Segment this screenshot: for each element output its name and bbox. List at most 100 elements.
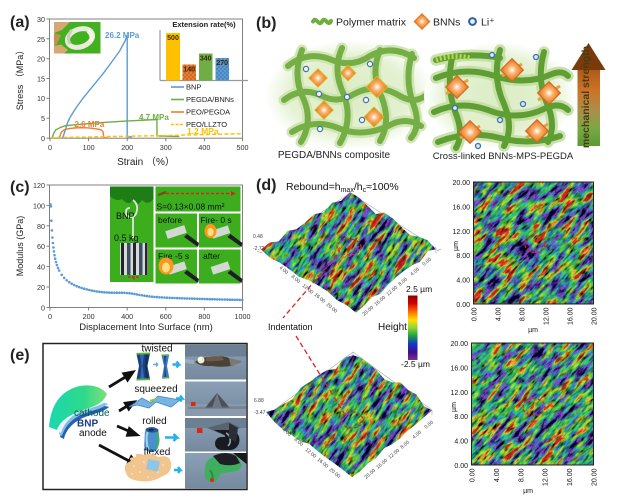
svg-text:µm: µm [451, 402, 458, 412]
svg-text:25: 25 [37, 35, 45, 44]
svg-text:0.48: 0.48 [253, 234, 263, 240]
svg-text:BNP: BNP [186, 83, 201, 92]
svg-text:0: 0 [41, 134, 45, 143]
svg-text:Modulus (GPa): Modulus (GPa) [15, 216, 25, 277]
svg-text:(c): (c) [10, 179, 30, 196]
svg-text:2.6 MPa: 2.6 MPa [75, 120, 105, 129]
svg-text:1000: 1000 [235, 312, 251, 321]
svg-text:µm: µm [523, 488, 533, 495]
svg-text:Fire -5 s: Fire -5 s [158, 251, 189, 261]
svg-text:PEGDA/BNNs composite: PEGDA/BNNs composite [278, 150, 391, 161]
svg-text:PEGDA/BNNs: PEGDA/BNNs [186, 95, 234, 104]
svg-text:8.00: 8.00 [520, 307, 527, 321]
svg-text:Polymer matrix: Polymer matrix [336, 17, 407, 29]
svg-text:12.00: 12.00 [301, 283, 315, 296]
svg-text:-2.5 µm: -2.5 µm [401, 359, 430, 369]
svg-text:0: 0 [48, 143, 52, 152]
svg-text:1.2 MPa: 1.2 MPa [187, 126, 219, 136]
svg-text:60: 60 [37, 242, 45, 251]
svg-text:16.00: 16.00 [313, 292, 327, 305]
svg-text:Indentation: Indentation [268, 322, 313, 332]
svg-text:16.00: 16.00 [373, 295, 387, 308]
svg-text:-2.72: -2.72 [253, 246, 265, 252]
svg-text:8.00: 8.00 [397, 277, 408, 288]
svg-text:270: 270 [216, 60, 228, 67]
svg-text:8.00: 8.00 [454, 414, 468, 421]
svg-text:40: 40 [37, 263, 45, 272]
svg-text:0.00: 0.00 [472, 307, 479, 321]
svg-text:0: 0 [41, 303, 45, 312]
svg-text:Strain （%）: Strain （%） [117, 156, 175, 168]
svg-text:flexed: flexed [144, 447, 171, 458]
svg-text:16.00: 16.00 [450, 365, 468, 372]
svg-text:200: 200 [83, 312, 95, 321]
svg-text:0.00: 0.00 [423, 420, 434, 431]
svg-text:20.00: 20.00 [361, 305, 375, 318]
svg-text:12.00: 12.00 [452, 229, 470, 236]
svg-text:16.00: 16.00 [316, 457, 330, 470]
svg-text:20.00: 20.00 [592, 468, 599, 486]
svg-text:15: 15 [37, 74, 45, 83]
svg-text:PEO/PEGDA: PEO/PEGDA [186, 108, 230, 117]
svg-text:10: 10 [37, 94, 45, 103]
svg-text:Stress （MPa）: Stress （MPa） [15, 46, 25, 111]
svg-text:26.2 MPa: 26.2 MPa [105, 31, 140, 40]
svg-text:rolled: rolled [142, 416, 166, 427]
svg-text:S=0.13×0.08 mm²: S=0.13×0.08 mm² [157, 202, 225, 212]
svg-text:µm: µm [528, 327, 538, 334]
svg-text:4.00: 4.00 [411, 430, 422, 441]
svg-text:100: 100 [33, 201, 45, 210]
svg-text:16.00: 16.00 [568, 307, 575, 325]
svg-text:20.00: 20.00 [363, 468, 377, 481]
svg-text:300: 300 [160, 143, 172, 152]
svg-text:200: 200 [121, 143, 133, 152]
svg-text:30: 30 [37, 15, 45, 24]
svg-text:µm: µm [453, 241, 460, 251]
svg-text:Cross-linked BNNs-MPS-PEGDA: Cross-linked BNNs-MPS-PEGDA [433, 151, 574, 162]
svg-text:800: 800 [198, 312, 210, 321]
svg-text:0.00: 0.00 [470, 468, 477, 482]
svg-text:16.00: 16.00 [452, 204, 470, 211]
svg-text:Displacement Into Surface (nm): Displacement Into Surface (nm) [79, 322, 213, 333]
svg-text:12.00: 12.00 [544, 307, 551, 325]
svg-text:4.00: 4.00 [496, 307, 503, 321]
svg-text:(d): (d) [256, 177, 276, 194]
svg-text:500: 500 [237, 143, 249, 152]
svg-text:0.00: 0.00 [421, 257, 432, 268]
svg-text:0: 0 [48, 312, 52, 321]
svg-text:100: 100 [83, 143, 95, 152]
svg-text:BNP: BNP [77, 419, 98, 430]
svg-text:4.00: 4.00 [409, 267, 420, 278]
svg-text:0.5 kg: 0.5 kg [114, 233, 139, 243]
svg-text:twisted: twisted [141, 344, 172, 355]
svg-text:8.00: 8.00 [399, 440, 410, 451]
svg-text:20.00: 20.00 [328, 467, 342, 480]
svg-text:500: 500 [167, 35, 179, 42]
svg-text:Rebound=hmax/hc≈100%: Rebound=hmax/hc≈100% [286, 181, 399, 194]
svg-text:20: 20 [37, 55, 45, 64]
svg-text:(e): (e) [10, 347, 30, 364]
svg-text:after: after [203, 251, 220, 261]
svg-text:4.00: 4.00 [281, 427, 292, 438]
svg-text:400: 400 [121, 312, 133, 321]
svg-text:80: 80 [37, 222, 45, 231]
svg-text:Li⁺: Li⁺ [481, 17, 495, 29]
svg-text:8.00: 8.00 [293, 437, 304, 448]
svg-text:4.00: 4.00 [494, 468, 501, 482]
svg-text:16.00: 16.00 [567, 468, 574, 486]
svg-text:8.00: 8.00 [456, 253, 470, 260]
svg-text:(a): (a) [10, 14, 30, 31]
svg-text:PEO/LLZTO: PEO/LLZTO [186, 120, 227, 129]
svg-text:squeezed: squeezed [134, 384, 177, 395]
svg-text:5: 5 [41, 114, 45, 123]
svg-text:before: before [158, 215, 182, 225]
svg-text:Extension rate(%): Extension rate(%) [172, 20, 236, 29]
svg-text:0.00: 0.00 [456, 302, 470, 309]
svg-text:(b): (b) [256, 15, 276, 32]
svg-text:20: 20 [37, 283, 45, 292]
svg-text:0.00: 0.00 [454, 463, 468, 470]
svg-text:16.00: 16.00 [375, 458, 389, 471]
svg-text:4.00: 4.00 [456, 278, 470, 285]
svg-text:4.7 MPa: 4.7 MPa [139, 113, 169, 122]
svg-text:Height: Height [378, 322, 407, 333]
